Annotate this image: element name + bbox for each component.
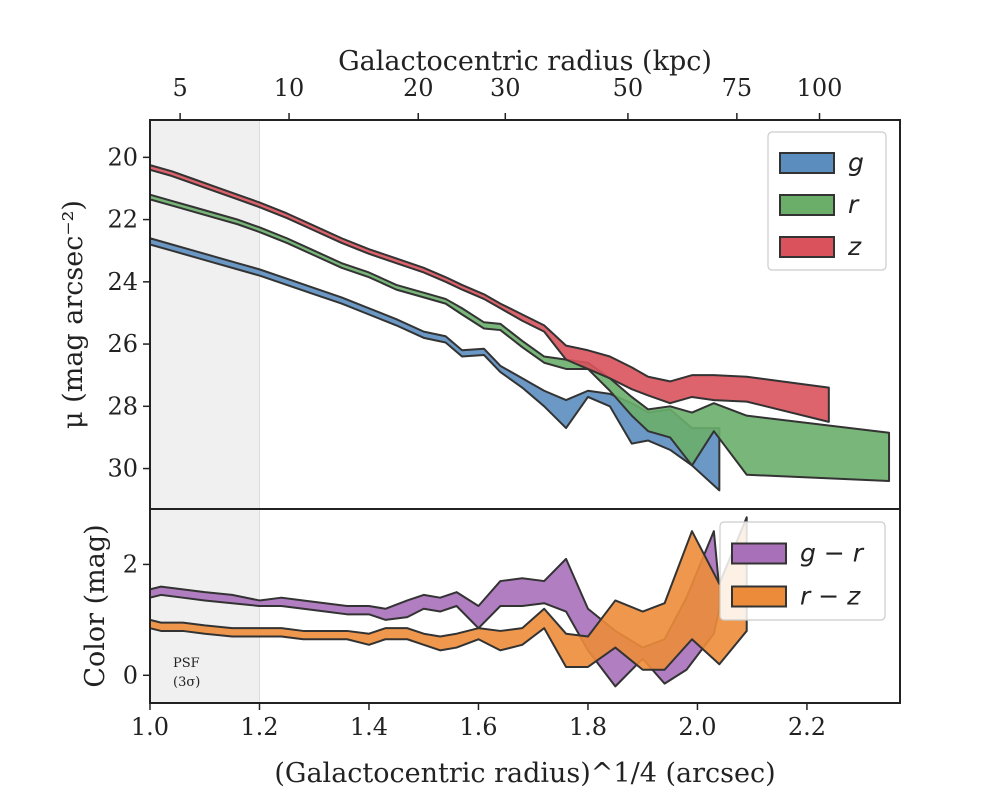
band-r-minus-z <box>149 516 748 671</box>
x-tick-label: 1.2 <box>240 713 278 741</box>
legend-swatch <box>779 194 835 216</box>
y-axis-title: μ (mag arcsec⁻²) <box>58 200 89 429</box>
y-tick-label: 26 <box>107 330 138 358</box>
legend-label: z <box>847 232 862 261</box>
color-panel: 0 2 1.0 1.2 1.4 1.6 1.8 2.0 2.2 (Galactocentric … <box>80 508 901 789</box>
y-tick-label: 30 <box>107 455 138 483</box>
top-x-tick-label: 20 <box>403 74 434 102</box>
x-tick-label: 1.6 <box>459 713 497 741</box>
top-x-tick-label: 100 <box>797 74 843 102</box>
legend-swatch <box>731 585 787 608</box>
legend-label: g − r <box>800 539 865 568</box>
legend-swatch <box>731 542 787 565</box>
axes-frame <box>149 508 901 704</box>
y-axis-title: Color (mag) <box>80 524 111 687</box>
band-g <box>149 237 721 492</box>
legend-label: r <box>848 190 860 219</box>
x-axis-title: (Galactocentric radius)^1/4 (arcsec) <box>274 758 775 789</box>
top-x-tick-label: 30 <box>490 74 521 102</box>
top-x-tick-label: 50 <box>613 74 644 102</box>
band-r <box>149 193 891 482</box>
legend-label: g <box>848 148 864 177</box>
y-tick-label: 20 <box>107 143 138 171</box>
y-tick-label: 0 <box>123 661 138 689</box>
x-tick-label: 1.4 <box>350 713 388 741</box>
axis-ticks: 20 22 24 26 28 30 5 10 20 30 50 75 100 <box>107 74 842 483</box>
y-tick-label: 28 <box>107 392 138 420</box>
legend: grz <box>767 131 887 271</box>
band-areas <box>149 164 891 492</box>
x-tick-label: 1.0 <box>131 713 169 741</box>
x-tick-label: 2.2 <box>788 713 826 741</box>
y-tick-label: 24 <box>107 268 138 296</box>
x-tick-label: 2.0 <box>678 713 716 741</box>
legend-label: r − z <box>800 582 861 611</box>
psf-shaded-region <box>149 119 260 510</box>
top-x-axis-title: Galactocentric radius (kpc) <box>338 46 712 77</box>
legend: g − r r − z <box>719 521 886 621</box>
band-z <box>149 164 830 423</box>
psf-annotation: PSF <box>173 656 200 671</box>
surface-brightness-panel: 20 22 24 26 28 30 5 10 20 30 50 75 100 Galactocentri… <box>58 46 901 510</box>
top-x-tick-label: 75 <box>722 74 753 102</box>
psf-shaded-region <box>149 508 260 704</box>
color-areas <box>149 516 748 688</box>
y-tick-label: 22 <box>107 206 138 234</box>
x-tick-label: 1.8 <box>569 713 607 741</box>
legend-swatch <box>779 236 835 258</box>
y-tick-label: 2 <box>123 550 138 578</box>
axis-ticks: 0 2 1.0 1.2 1.4 1.6 1.8 2.0 2.2 <box>123 550 826 741</box>
top-x-tick-label: 10 <box>274 74 305 102</box>
top-x-tick-label: 5 <box>172 74 187 102</box>
legend-swatch <box>779 152 835 174</box>
psf-annotation-sigma: (3σ) <box>173 675 200 690</box>
